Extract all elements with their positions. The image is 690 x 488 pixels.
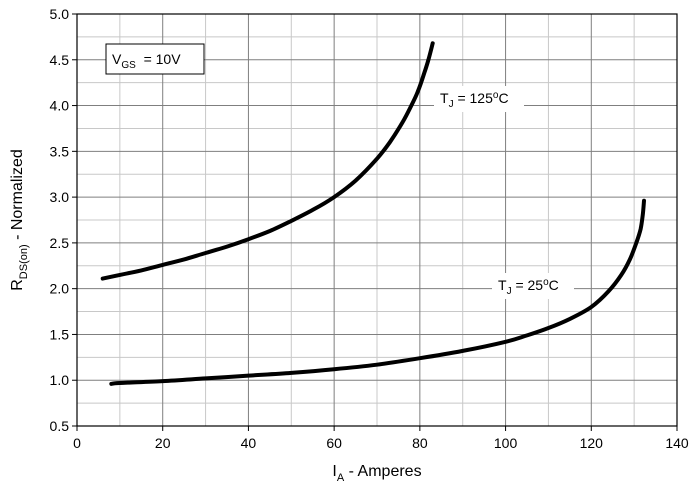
y-tick-label: 2.0 <box>50 281 70 297</box>
x-axis-title: IA - Amperes <box>332 463 421 484</box>
y-tick-label: 2.5 <box>50 235 70 251</box>
series-label-25c-rest: = 25 <box>512 277 544 293</box>
series-label-125c-sub: J <box>449 99 454 110</box>
x-tick-label: 40 <box>241 435 257 451</box>
series-label-25c-unit: C <box>549 277 559 293</box>
x-tick-label: 0 <box>73 435 81 451</box>
y-axis-title-sub: DS(on) <box>18 244 30 279</box>
conditions-label-main: V <box>112 51 122 67</box>
conditions-box <box>105 43 205 75</box>
x-tick-label: 140 <box>665 435 689 451</box>
y-tick-label: 3.5 <box>50 143 70 159</box>
y-axis-title-rest: - Normalized <box>9 149 26 244</box>
x-tick-label: 100 <box>494 435 518 451</box>
y-tick-label: 0.5 <box>50 418 70 434</box>
curve-125c <box>100 41 435 281</box>
x-axis-title-rest: - Amperes <box>344 463 421 480</box>
series-label-25c-main: T <box>498 277 507 293</box>
curves <box>100 41 646 386</box>
conditions-label: VGS = 10V <box>112 51 181 71</box>
series-label-125c-unit: C <box>498 90 508 106</box>
curve-25c <box>109 198 646 386</box>
tick-marks <box>72 13 678 431</box>
conditions-label-sub: GS <box>121 60 136 71</box>
y-tick-label: 3.0 <box>50 189 70 205</box>
series-label-25c-background <box>492 273 574 299</box>
y-axis-title: RDS(on) - Normalized <box>9 149 30 291</box>
x-tick-label: 60 <box>326 435 342 451</box>
x-tick-label: 80 <box>412 435 428 451</box>
plot-frame <box>76 13 678 427</box>
series-label-125c-main: T <box>440 90 449 106</box>
series-label-125c-background <box>434 86 524 112</box>
x-axis-title-main: I <box>332 463 336 480</box>
x-tick-labels: 0 20 40 60 80 100 120 140 <box>73 435 689 451</box>
y-axis-title-main: R <box>9 279 26 291</box>
x-axis-title-sub: A <box>337 472 345 484</box>
y-tick-label: 4.5 <box>50 52 70 68</box>
y-tick-label: 4.0 <box>50 98 70 114</box>
y-tick-label: 1.0 <box>50 372 70 388</box>
grid <box>77 14 677 426</box>
series-label-125c-rest: = 125 <box>454 90 494 106</box>
series-label-125c: TJ = 125oC <box>440 90 509 110</box>
series-label-25c-sub: J <box>507 286 512 297</box>
y-tick-label: 1.5 <box>50 326 70 342</box>
x-tick-label: 20 <box>155 435 171 451</box>
series-label-25c-sup: o <box>543 277 549 288</box>
conditions-label-rest: = 10V <box>136 51 181 67</box>
y-tick-label: 5.0 <box>50 6 70 22</box>
x-tick-label: 120 <box>580 435 604 451</box>
series-label-25c: TJ = 25oC <box>498 277 559 297</box>
y-tick-labels: 0.5 1.0 1.5 2.0 2.5 3.0 3.5 4.0 4.5 5.0 <box>50 6 70 434</box>
series-label-125c-sup: o <box>493 90 499 101</box>
